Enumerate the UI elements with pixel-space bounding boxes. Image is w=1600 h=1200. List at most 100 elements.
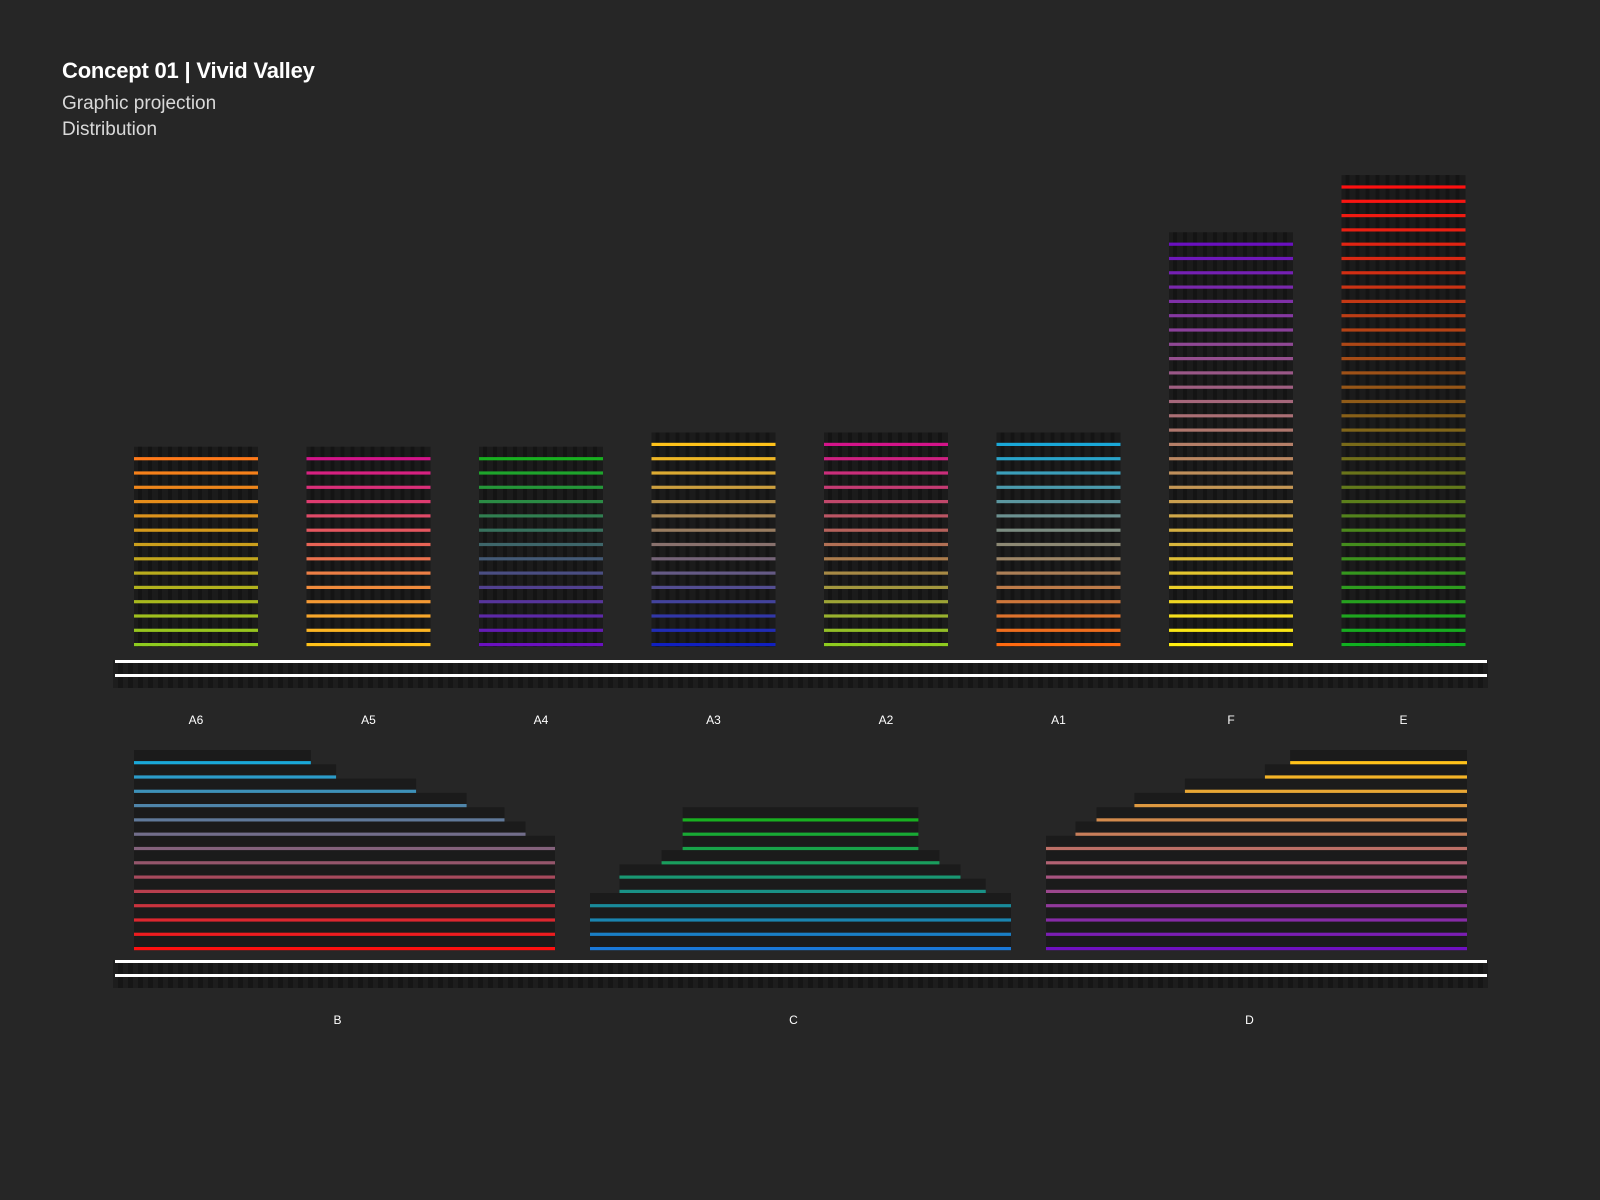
facade-stripe xyxy=(1365,175,1370,647)
facade-stripe xyxy=(188,446,192,647)
facade-stripe xyxy=(1040,432,1045,647)
facade-stripe xyxy=(400,446,405,647)
floor-slab xyxy=(651,457,776,461)
floor-slab xyxy=(824,485,948,489)
floor-slab xyxy=(134,804,467,808)
building-facade xyxy=(824,432,948,647)
ground-line-lower xyxy=(115,674,1487,677)
facade-stripe xyxy=(1345,175,1350,647)
floor-slab xyxy=(590,947,1011,951)
floor-slab xyxy=(1341,299,1466,303)
floor-slab xyxy=(1341,542,1466,547)
facade-stripe xyxy=(350,446,355,647)
floor-slab xyxy=(1046,889,1467,893)
floor-slab xyxy=(1290,761,1467,765)
floor-slab xyxy=(651,500,776,504)
floor-slab xyxy=(824,600,948,604)
bottom-building-row xyxy=(134,750,1467,951)
ground-line-upper xyxy=(115,660,1487,663)
facade-stripe xyxy=(573,446,577,647)
floor-slab xyxy=(479,600,603,604)
facade-stripe xyxy=(1090,432,1095,647)
floor-slab xyxy=(1169,371,1293,375)
floor-slab xyxy=(1341,585,1466,589)
floor-slab xyxy=(1341,514,1466,518)
facade-stripe xyxy=(420,446,425,647)
floor-slab xyxy=(1169,399,1293,404)
floor-slab xyxy=(134,889,555,893)
building-label: C xyxy=(789,1013,798,1027)
floor-slab xyxy=(1341,442,1466,446)
facade-stripe xyxy=(1355,175,1360,647)
building-label: A4 xyxy=(534,713,549,727)
floor-slab xyxy=(996,457,1121,461)
floor-slab xyxy=(996,628,1121,632)
floor-facade xyxy=(661,850,940,862)
facade-stripe xyxy=(1070,432,1075,647)
floor-slab xyxy=(1169,600,1293,604)
floor-slab xyxy=(824,585,948,589)
facade-stripe xyxy=(715,432,720,647)
floor-slab xyxy=(651,600,776,604)
floor-slab xyxy=(824,514,948,518)
top-building-row xyxy=(134,175,1466,648)
floor-slab xyxy=(1341,614,1466,618)
floor-slab xyxy=(134,832,526,836)
facade-stripe xyxy=(248,446,252,647)
floor-slab xyxy=(134,904,555,908)
floor-slab xyxy=(1341,628,1466,632)
floor-slab xyxy=(824,528,948,532)
floor-slab xyxy=(996,614,1121,618)
floor-slab xyxy=(1341,285,1466,289)
building-facade xyxy=(306,446,431,647)
floor-slab xyxy=(996,528,1121,532)
facade-stripe xyxy=(1273,232,1277,648)
floor-slab xyxy=(1341,242,1466,246)
floor-slab xyxy=(306,643,431,647)
floor-facade xyxy=(1290,750,1467,762)
floor-slab xyxy=(134,600,258,604)
building-a1 xyxy=(996,432,1121,647)
floor-slab xyxy=(134,761,311,765)
floor-slab xyxy=(1169,299,1293,303)
floor-facade xyxy=(590,935,1011,947)
building-facade xyxy=(479,446,603,647)
floor-slab xyxy=(590,932,1011,936)
facade-stripe xyxy=(868,432,872,647)
floor-slab xyxy=(1046,846,1467,851)
floor-facade xyxy=(1134,792,1467,804)
floor-facade xyxy=(134,878,555,890)
floor-slab xyxy=(479,528,603,532)
facade-stripe xyxy=(725,432,730,647)
building-a2 xyxy=(824,432,948,647)
building-facade xyxy=(651,432,776,647)
facade-stripe xyxy=(1385,175,1390,647)
facade-stripe xyxy=(1425,175,1430,647)
floor-slab xyxy=(306,457,431,461)
floor-slab xyxy=(651,585,776,589)
floor-slab xyxy=(1169,557,1293,561)
floor-slab xyxy=(134,846,555,851)
building-a4 xyxy=(479,446,603,647)
floor-facade xyxy=(1184,778,1467,790)
floor-facade xyxy=(590,921,1011,933)
floor-slab xyxy=(824,500,948,504)
floor-facade xyxy=(619,864,961,876)
facade-stripe xyxy=(583,446,587,647)
floor-slab xyxy=(306,485,431,489)
floor-slab xyxy=(1341,528,1466,532)
floor-slab xyxy=(1169,385,1293,389)
floor-slab xyxy=(1046,918,1467,922)
facade-stripe xyxy=(1233,232,1237,648)
floor-slab xyxy=(134,557,258,561)
floor-facade xyxy=(1046,878,1467,890)
facade-stripe xyxy=(148,446,152,647)
floor-slab xyxy=(824,571,948,575)
facade-stripe xyxy=(533,446,537,647)
floor-slab xyxy=(661,861,940,865)
facade-stripe xyxy=(380,446,385,647)
floor-slab xyxy=(1169,643,1293,647)
floor-slab xyxy=(134,818,505,822)
floor-facade xyxy=(682,821,919,833)
floor-slab xyxy=(996,442,1121,446)
